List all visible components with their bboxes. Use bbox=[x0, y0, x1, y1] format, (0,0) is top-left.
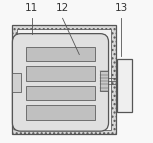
Bar bbox=[100, 71, 108, 91]
Bar bbox=[26, 86, 95, 100]
Bar bbox=[17, 29, 111, 130]
Bar bbox=[12, 25, 116, 134]
Bar bbox=[26, 105, 95, 120]
Bar bbox=[12, 73, 21, 92]
Bar bbox=[26, 66, 95, 81]
Text: 11: 11 bbox=[25, 3, 39, 13]
Bar bbox=[117, 59, 132, 112]
Bar bbox=[26, 47, 95, 61]
Text: 12: 12 bbox=[56, 3, 69, 13]
FancyBboxPatch shape bbox=[12, 34, 108, 131]
Text: 13: 13 bbox=[114, 3, 128, 13]
